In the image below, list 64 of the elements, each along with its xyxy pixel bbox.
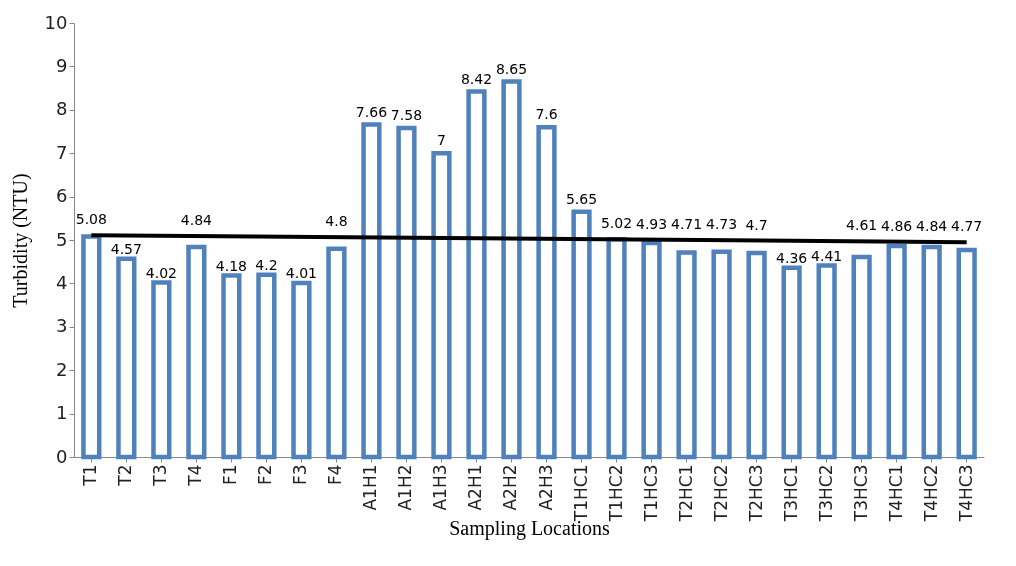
x-tick-label: T1HC3 <box>640 464 661 523</box>
x-tick-label: F1 <box>220 464 241 486</box>
x-tick-label: T3HC3 <box>850 464 871 523</box>
data-label: 7.66 <box>355 103 388 120</box>
data-label: 4.57 <box>110 240 142 257</box>
y-axis-title: Turbidity (NTU) <box>8 173 32 308</box>
x-tick-label: T3HC2 <box>815 464 836 523</box>
x-tick-label: T1HC1 <box>570 464 591 523</box>
x-tick-label: T4HC3 <box>955 464 976 523</box>
x-tick-label: T3 <box>150 464 171 487</box>
data-label: 4.02 <box>145 264 177 281</box>
x-tick-label: T4HC1 <box>885 464 906 523</box>
y-tick-label: 3 <box>56 315 68 337</box>
data-label: 4.61 <box>846 217 878 234</box>
x-tick-label: A1H1 <box>360 464 381 511</box>
data-label: 4.41 <box>811 247 843 264</box>
y-tick-label: 2 <box>56 358 68 380</box>
x-tick-label: T1 <box>80 464 101 487</box>
x-tick-label: F2 <box>255 464 276 486</box>
x-tick-label: A2H2 <box>500 464 521 511</box>
y-tick-label: 4 <box>56 271 68 293</box>
data-label: 5.02 <box>600 215 633 232</box>
y-tick-label: 5 <box>56 228 68 250</box>
x-tick-label: T2 <box>115 464 136 487</box>
x-tick-label: T2HC2 <box>710 464 731 523</box>
data-label: 4.93 <box>635 215 668 232</box>
data-label: 4.7 <box>745 216 768 233</box>
x-tick-label: F4 <box>325 464 346 486</box>
data-label: 7.6 <box>535 106 558 123</box>
x-tick-label: T4HC2 <box>920 464 941 523</box>
data-label: 8.65 <box>495 60 528 77</box>
x-tick-label: T2HC3 <box>745 464 766 523</box>
x-tick-label: A2H3 <box>535 464 556 511</box>
data-label: 4.77 <box>951 218 983 235</box>
x-tick-label: A1H3 <box>430 464 451 511</box>
data-label: 5.65 <box>565 190 598 207</box>
y-tick-label: 0 <box>56 445 68 467</box>
data-label: 7.58 <box>390 107 423 124</box>
y-tick-label: 9 <box>56 54 68 76</box>
data-label: 4.84 <box>180 212 213 229</box>
data-label: 4.71 <box>670 215 703 232</box>
y-tick-label: 8 <box>56 98 68 120</box>
data-label: 8.42 <box>460 70 493 87</box>
y-tick-label: 6 <box>56 185 68 207</box>
data-label: 7 <box>437 132 446 149</box>
x-tick-label: A2H1 <box>465 464 486 511</box>
y-tick-label: 7 <box>56 141 68 163</box>
data-label: 4.84 <box>916 217 948 234</box>
data-label: 5.08 <box>75 211 107 228</box>
y-tick-label: 1 <box>56 402 68 424</box>
x-tick-label: T4 <box>185 464 206 487</box>
x-tick-label: T2HC1 <box>675 464 696 523</box>
y-tick-label: 10 <box>44 11 68 33</box>
data-label: 4.36 <box>776 249 808 266</box>
x-tick-label: A1H2 <box>395 464 416 511</box>
x-tick-label: T3HC1 <box>780 464 801 523</box>
x-tick-label: F3 <box>290 464 311 486</box>
data-label: 4.86 <box>881 217 913 234</box>
data-label: 4.2 <box>255 256 278 273</box>
data-label: 4.01 <box>285 264 317 281</box>
data-label: 4.73 <box>705 216 738 233</box>
data-label: 4.8 <box>325 213 348 230</box>
data-label: 4.18 <box>215 257 247 274</box>
x-tick-label: T1HC2 <box>605 464 626 523</box>
